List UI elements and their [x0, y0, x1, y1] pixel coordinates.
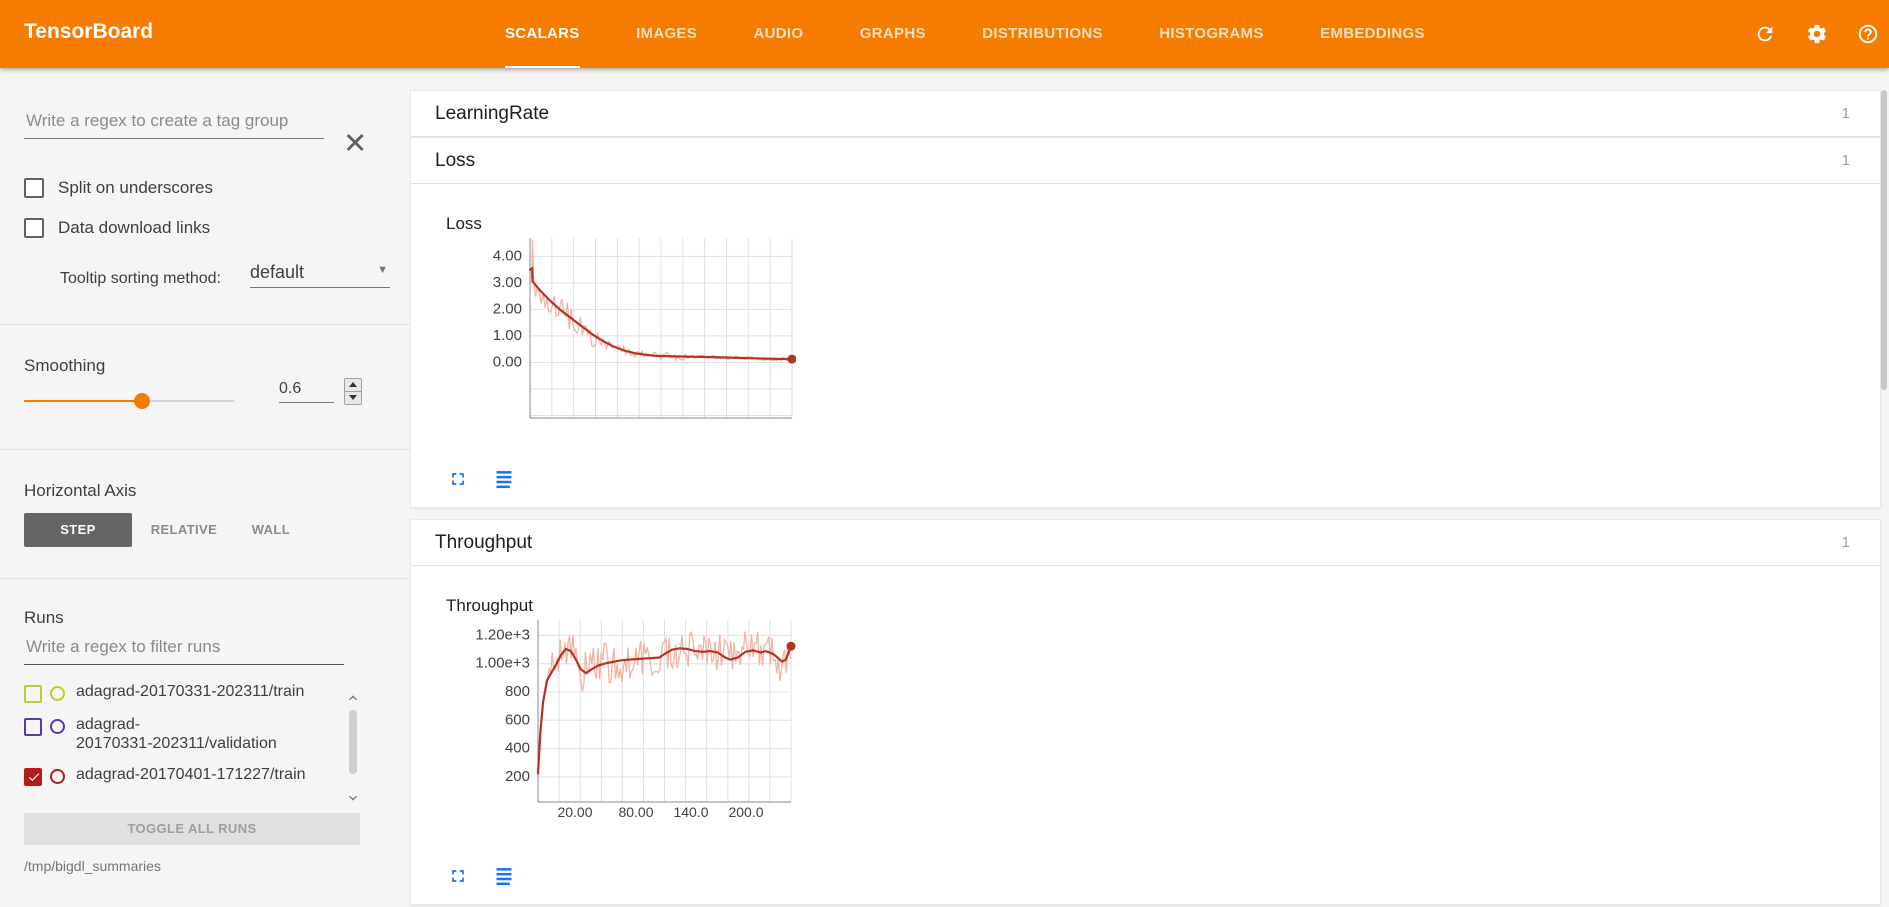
svg-text:2.00: 2.00: [493, 300, 522, 317]
svg-text:20.00: 20.00: [557, 804, 592, 820]
svg-text:140.0: 140.0: [673, 804, 708, 820]
svg-text:800: 800: [505, 683, 530, 700]
svg-text:3.00: 3.00: [493, 274, 522, 291]
svg-text:400: 400: [505, 740, 530, 757]
svg-text:1.20e+3: 1.20e+3: [475, 626, 530, 643]
svg-text:1.00: 1.00: [493, 327, 522, 344]
svg-text:80.00: 80.00: [618, 804, 653, 820]
svg-text:200.0: 200.0: [728, 804, 763, 820]
svg-text:1.00e+3: 1.00e+3: [475, 655, 530, 672]
svg-text:4.00: 4.00: [493, 247, 522, 264]
svg-text:600: 600: [505, 711, 530, 728]
svg-text:200: 200: [505, 768, 530, 785]
svg-text:0.00: 0.00: [493, 354, 522, 371]
